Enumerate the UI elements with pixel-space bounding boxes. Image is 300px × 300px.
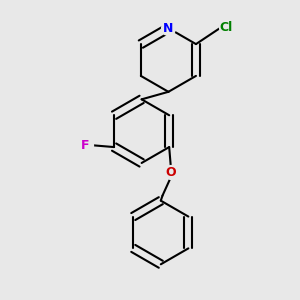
Text: Cl: Cl <box>220 21 233 34</box>
Text: O: O <box>166 166 176 179</box>
Text: F: F <box>81 139 90 152</box>
Text: N: N <box>163 22 174 35</box>
